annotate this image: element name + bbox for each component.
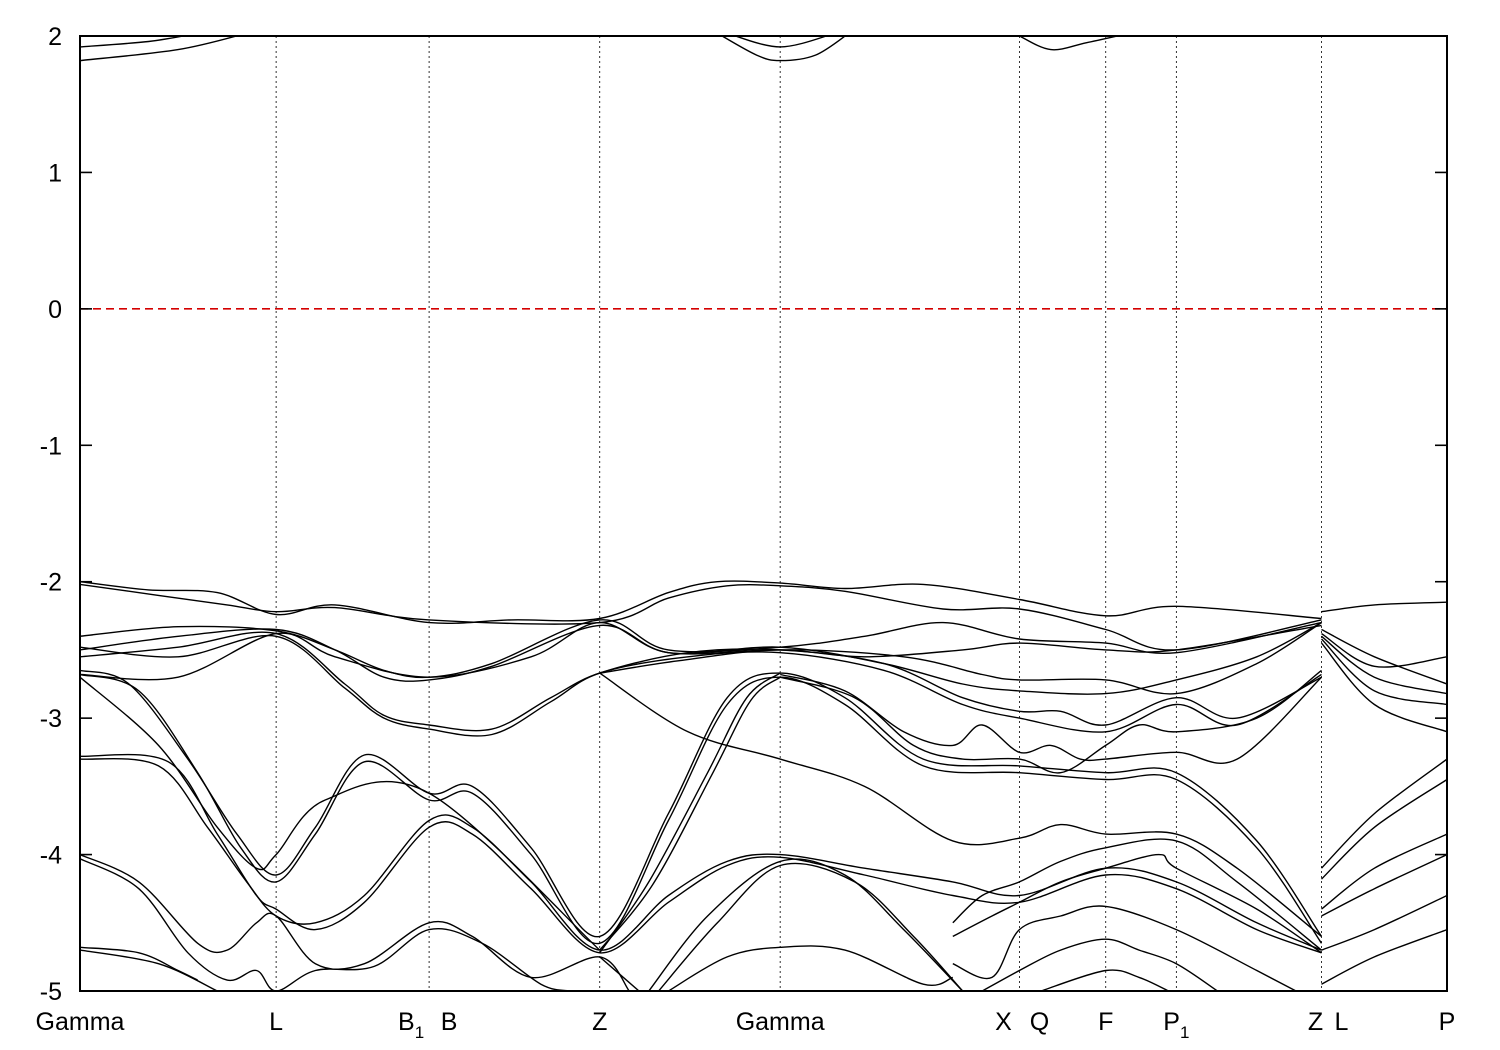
band-line-32 <box>952 853 1322 954</box>
band-line-31 <box>952 838 1322 951</box>
band-line-15 <box>80 673 1323 945</box>
band-line-9 <box>80 631 1322 732</box>
band-line-11 <box>80 621 1322 695</box>
band-line-26 <box>648 858 964 991</box>
band-line-44 <box>1321 833 1447 910</box>
y-tick-label: 0 <box>48 296 62 324</box>
band-line-40 <box>1321 638 1447 706</box>
y-axis: 2 1 0 -1 -2 -3 -4 -5 <box>40 23 1447 1006</box>
band-line-24 <box>599 676 781 951</box>
band-line-13 <box>599 622 1322 695</box>
band-line-30 <box>780 669 1322 774</box>
band-line-1 <box>80 36 187 48</box>
band-line-2 <box>720 36 847 62</box>
band-line-0 <box>80 36 240 62</box>
x-tick-label-gamma: Gamma <box>736 1008 825 1036</box>
band-line-39 <box>1321 635 1447 695</box>
band-line-37 <box>1321 628 1447 685</box>
y-tick-label: -5 <box>40 978 62 1006</box>
y-tick-label: 2 <box>48 23 62 51</box>
y-tick-label: 1 <box>48 159 62 187</box>
band-line-20 <box>80 858 571 991</box>
band-line-36 <box>1321 601 1447 613</box>
band-line-6 <box>80 583 1322 651</box>
band-line-16 <box>80 676 601 951</box>
band-line-25 <box>599 956 640 991</box>
band-line-27 <box>658 862 964 991</box>
x-tick-label-p: P1 <box>1163 1008 1189 1042</box>
band-line-28 <box>668 945 954 991</box>
band-line-4 <box>1019 36 1121 51</box>
band-line-45 <box>1321 853 1447 917</box>
band-line-46 <box>1321 894 1447 951</box>
y-tick-label: -3 <box>40 705 62 733</box>
band-line-34 <box>981 938 1218 991</box>
band-line-43 <box>1321 778 1447 880</box>
band-line-22 <box>80 949 218 991</box>
plot-frame <box>79 35 1448 992</box>
band-line-29 <box>780 673 1322 764</box>
band-line-10 <box>80 634 1322 737</box>
x-tick-label-x: X <box>995 1008 1012 1036</box>
y-tick-label: -4 <box>40 842 62 870</box>
x-tick-label-z: Z <box>1308 1008 1323 1036</box>
band-line-19 <box>80 853 630 991</box>
x-axis: Gamma L B1 B Z Gamma X Q F P1 Z L P <box>36 1008 1456 1042</box>
band-lines <box>80 36 1447 991</box>
band-line-3 <box>733 36 829 48</box>
x-tick-label-l: L <box>1335 1008 1349 1036</box>
band-line-38 <box>1321 633 1447 668</box>
band-line-47 <box>1321 928 1447 985</box>
x-tick-label-p: P <box>1439 1008 1456 1036</box>
band-line-35 <box>1040 969 1169 991</box>
x-tick-label-q: Q <box>1030 1008 1049 1036</box>
band-line-23 <box>599 672 781 954</box>
x-tick-label-b: B <box>441 1008 458 1036</box>
band-line-5 <box>80 580 1322 625</box>
x-tick-label-b: B1 <box>398 1008 424 1042</box>
band-line-7 <box>80 619 1322 679</box>
x-tick-label-z: Z <box>592 1008 607 1036</box>
x-tick-label-f: F <box>1098 1008 1113 1036</box>
band-line-14 <box>80 669 1323 938</box>
band-line-33 <box>952 905 1297 991</box>
band-line-41 <box>1320 642 1447 733</box>
y-tick-label: -2 <box>40 569 62 597</box>
kpoint-gridlines <box>275 36 1322 991</box>
band-line-12 <box>599 672 1322 937</box>
y-tick-label: -1 <box>40 432 62 460</box>
x-tick-label-gamma: Gamma <box>36 1008 125 1036</box>
band-line-42 <box>1320 758 1447 869</box>
x-tick-label-l: L <box>269 1008 283 1036</box>
band-line-17 <box>80 757 1322 951</box>
